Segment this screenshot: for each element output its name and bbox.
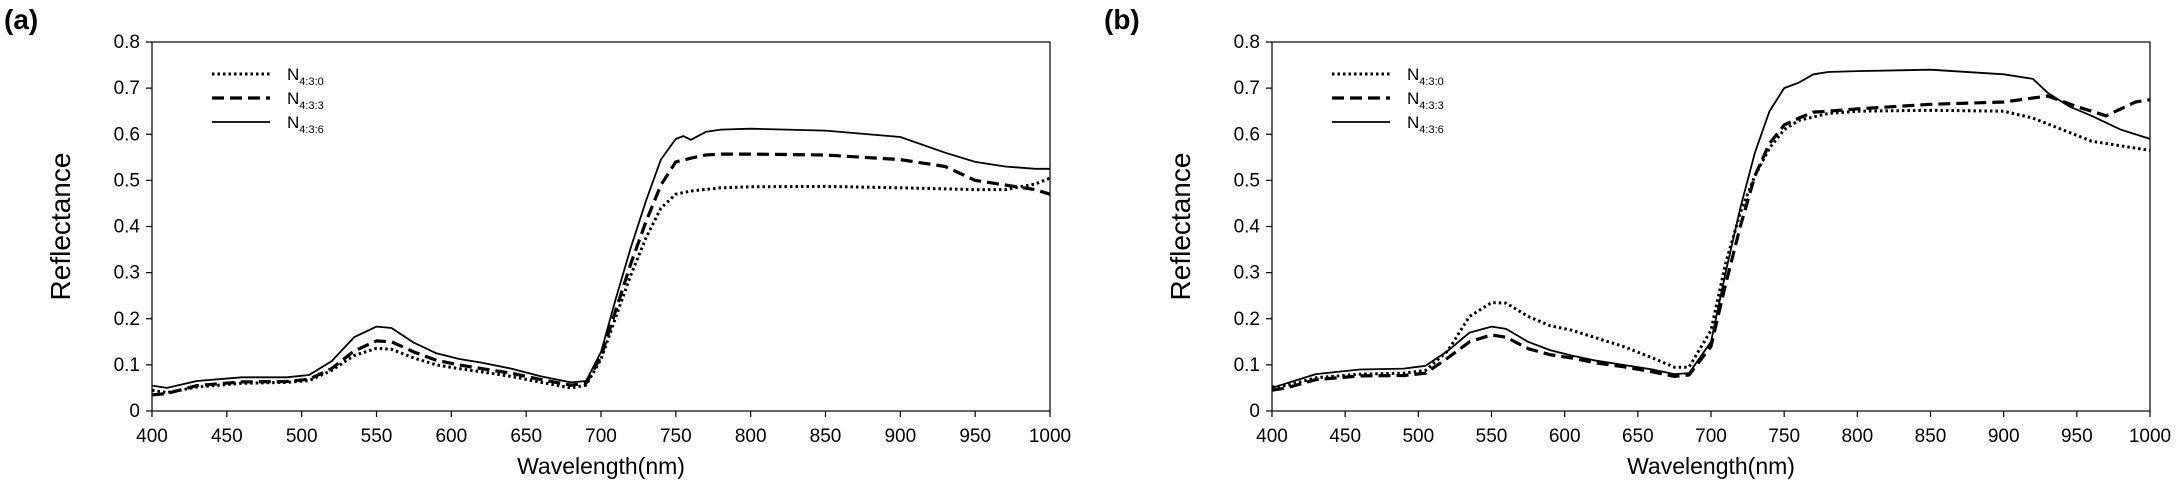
chart-b: 0 0.1 0.2 0.3 0.4 0.5 0.6 0.7 0.8 400 450 500 550 600… bbox=[1165, 32, 2171, 479]
series-line-4-3-0 bbox=[151, 176, 1051, 395]
x-tick-label: 450 bbox=[211, 426, 243, 447]
legend: N4:3:0N4:3:3N4:3:6 bbox=[1332, 65, 1444, 136]
x-tick-label: 700 bbox=[585, 426, 617, 447]
x-tick-label: 850 bbox=[1915, 426, 1947, 447]
x-tick-label: 750 bbox=[1768, 426, 1800, 447]
x-tick-label: 1000 bbox=[1029, 426, 1071, 447]
y-tick-label: 0.8 bbox=[1234, 32, 1260, 53]
x-tick-label: 700 bbox=[1695, 426, 1727, 447]
x-tick-label: 650 bbox=[1622, 426, 1654, 447]
x-tick-label: 900 bbox=[884, 426, 916, 447]
chart-a: 0 0.1 0.2 0.3 0.4 0.5 0.6 0.7 0.8 400 450 500 550 600… bbox=[45, 32, 1071, 479]
y-tick-label: 0.7 bbox=[1234, 78, 1260, 99]
y-tick-label: 0.6 bbox=[1234, 124, 1260, 145]
x-tick-label: 800 bbox=[1841, 426, 1873, 447]
y-tick-label: 0.2 bbox=[1234, 309, 1260, 330]
y-tick-label: 0.8 bbox=[114, 32, 140, 53]
x-tick-label: 900 bbox=[1988, 426, 2020, 447]
x-tick-label: 500 bbox=[1402, 426, 1434, 447]
y-tick-label: 0.4 bbox=[114, 217, 141, 238]
x-tick-label: 800 bbox=[735, 426, 767, 447]
chart-panel-a: (a) 0 0.1 0.2 0.3 0.4 0.5 0.6 0.7 0.8 400 450 500 55… bbox=[0, 0, 1088, 494]
x-tick-label: 600 bbox=[1549, 426, 1581, 447]
y-tick-label: 0.2 bbox=[114, 309, 140, 330]
legend-label: N4:3:6 bbox=[287, 113, 324, 136]
y-tick-label: 0 bbox=[129, 401, 140, 422]
legend-label: N4:3:6 bbox=[1407, 113, 1444, 136]
x-tick-label: 500 bbox=[286, 426, 318, 447]
y-axis-title: Reflectance bbox=[1165, 153, 1196, 301]
x-tick-label: 550 bbox=[361, 426, 393, 447]
series-line-4-3-3 bbox=[1271, 94, 2151, 392]
x-tick-label: 400 bbox=[136, 426, 168, 447]
x-tick-label: 950 bbox=[959, 426, 991, 447]
legend-label: N4:3:3 bbox=[287, 89, 324, 112]
chart-panel-b: (b) 0 0.1 0.2 0.3 0.4 0.5 0.6 0.7 0.8 400 450 500 55… bbox=[1100, 0, 2177, 494]
y-tick-label: 0.3 bbox=[1234, 263, 1260, 284]
y-tick-label: 0.1 bbox=[1234, 355, 1260, 376]
panel-label-a: (a) bbox=[4, 4, 39, 35]
legend-label: N4:3:3 bbox=[1407, 89, 1444, 112]
legend-label: N4:3:0 bbox=[1407, 65, 1444, 88]
y-tick-label: 0.7 bbox=[114, 78, 140, 99]
x-tick-label: 950 bbox=[2061, 426, 2093, 447]
plot-area bbox=[1271, 41, 2151, 412]
y-tick-label: 0.5 bbox=[1234, 170, 1260, 191]
x-tick-label: 450 bbox=[1329, 426, 1361, 447]
x-tick-label: 550 bbox=[1476, 426, 1508, 447]
x-axis-title: Wavelength(nm) bbox=[1627, 453, 1795, 479]
legend: N4:3:0N4:3:3N4:3:6 bbox=[212, 65, 324, 136]
x-axis-title: Wavelength(nm) bbox=[517, 453, 685, 479]
y-tick-label: 0.6 bbox=[114, 124, 140, 145]
panel-label-b: (b) bbox=[1104, 4, 1140, 35]
series-line-4-3-3 bbox=[151, 152, 1051, 397]
y-tick-label: 0.1 bbox=[114, 355, 140, 376]
legend-label: N4:3:0 bbox=[287, 65, 324, 88]
series-line-4-3-6 bbox=[1271, 68, 2151, 389]
x-tick-label: 650 bbox=[510, 426, 542, 447]
x-tick-label: 750 bbox=[660, 426, 692, 447]
x-tick-label: 600 bbox=[435, 426, 467, 447]
x-tick-label: 850 bbox=[810, 426, 842, 447]
x-tick-label: 400 bbox=[1256, 426, 1288, 447]
y-tick-label: 0 bbox=[1249, 401, 1260, 422]
x-tick-label: 1000 bbox=[2129, 426, 2171, 447]
y-tick-label: 0.3 bbox=[114, 263, 140, 284]
y-axis-title: Reflectance bbox=[45, 153, 76, 301]
series-line-4-3-6 bbox=[151, 127, 1050, 389]
y-tick-label: 0.5 bbox=[114, 170, 140, 191]
y-tick-label: 0.4 bbox=[1234, 217, 1261, 238]
